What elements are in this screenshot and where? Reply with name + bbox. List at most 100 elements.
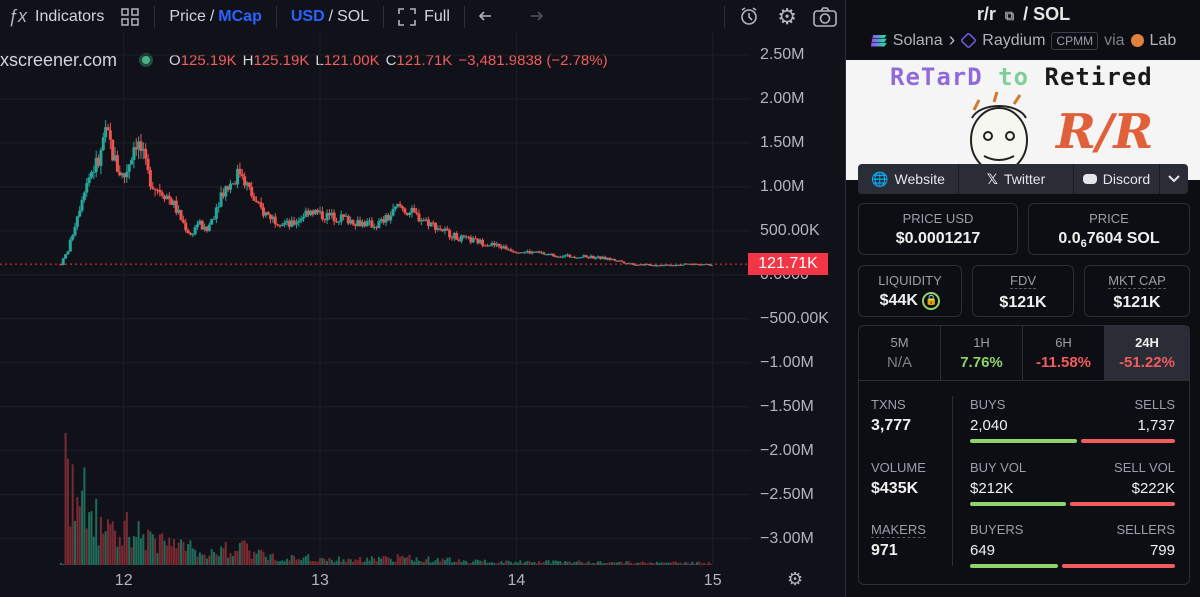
twitter-link[interactable]: 𝕏 Twitter bbox=[959, 164, 1074, 194]
volume-bar bbox=[132, 535, 135, 565]
mcap-option[interactable]: MCap bbox=[218, 7, 262, 25]
volume-bar bbox=[328, 557, 331, 565]
tab-6h[interactable]: 6H -11.58% bbox=[1023, 326, 1105, 381]
candle-body bbox=[104, 127, 108, 138]
volume-bar bbox=[333, 562, 336, 565]
candle-body bbox=[165, 195, 169, 200]
candle-body bbox=[429, 222, 433, 227]
candle-body bbox=[638, 264, 642, 266]
volume-bar bbox=[658, 562, 661, 565]
candle-body bbox=[264, 212, 268, 216]
candle-body bbox=[356, 220, 360, 226]
volume-bar bbox=[102, 533, 105, 565]
volume-bar bbox=[516, 562, 519, 565]
candle-body bbox=[530, 251, 534, 254]
candle-body bbox=[485, 245, 489, 247]
tab-change-value: 7.76% bbox=[960, 354, 1003, 371]
market-cap-box: MKT CAP $121K bbox=[1084, 265, 1190, 317]
volume-bar bbox=[500, 560, 503, 565]
volume-bar bbox=[368, 560, 371, 565]
candle-body bbox=[299, 218, 303, 221]
tab-24h[interactable]: 24H -51.22% bbox=[1105, 326, 1189, 381]
volume-bar bbox=[276, 561, 279, 565]
volume-bar bbox=[549, 563, 552, 565]
candle-body bbox=[318, 211, 322, 213]
alert-button[interactable] bbox=[731, 0, 769, 33]
currency-toggle[interactable]: USD / SOL bbox=[283, 0, 377, 33]
website-link[interactable]: 🌐 Website bbox=[858, 164, 959, 194]
volume-bar bbox=[688, 563, 691, 565]
volume-bar bbox=[208, 555, 211, 565]
sells-bar bbox=[1081, 439, 1175, 443]
candle-body bbox=[405, 212, 409, 215]
screenshot-button[interactable] bbox=[805, 0, 845, 33]
sol-option[interactable]: SOL bbox=[337, 7, 370, 25]
candle-body bbox=[290, 220, 294, 227]
change-value: −3,481.9838 (−2.78%) bbox=[458, 51, 608, 69]
candle-body bbox=[620, 260, 624, 262]
copy-icon[interactable]: ⧉ bbox=[1004, 8, 1015, 23]
candle-body bbox=[210, 219, 214, 225]
volume-bar bbox=[458, 559, 461, 565]
candle-body bbox=[349, 219, 353, 224]
tab-1h[interactable]: 1H 7.76% bbox=[941, 326, 1023, 381]
candle-body bbox=[118, 171, 122, 176]
candle-body bbox=[396, 204, 400, 207]
indicators-button[interactable]: ƒx Indicators bbox=[0, 0, 112, 33]
launchpad-name[interactable]: Lab bbox=[1149, 31, 1177, 49]
candle-body bbox=[261, 207, 265, 216]
price-axis[interactable]: 2.50M2.00M1.50M1.00M500.00K0.0000−500.00… bbox=[750, 33, 845, 565]
camera-icon bbox=[813, 6, 837, 27]
volume-bar bbox=[613, 562, 616, 565]
candle-body bbox=[457, 239, 461, 242]
candle-body bbox=[127, 164, 131, 172]
layout-grid-button[interactable] bbox=[112, 0, 148, 33]
settings-button[interactable]: ⚙ bbox=[769, 0, 805, 33]
lock-icon: 🔒 bbox=[922, 292, 941, 310]
volume-bar bbox=[672, 561, 675, 565]
candle-body bbox=[207, 224, 211, 231]
chain-name[interactable]: Solana bbox=[892, 31, 943, 49]
discord-link[interactable]: Discord bbox=[1074, 164, 1160, 194]
volume-bar bbox=[203, 554, 206, 565]
twitter-label: Twitter bbox=[1004, 171, 1046, 187]
price-option[interactable]: Price bbox=[169, 7, 206, 25]
fdv-label: FDV bbox=[1010, 273, 1036, 289]
dex-name[interactable]: Raydium bbox=[982, 31, 1046, 49]
volume-bar bbox=[578, 560, 581, 565]
volume-bar bbox=[224, 541, 227, 565]
price-mcap-toggle[interactable]: Price / MCap bbox=[161, 0, 269, 33]
redo-button[interactable] bbox=[515, 0, 551, 33]
volume-bar bbox=[648, 562, 651, 565]
current-price-tag: 121.71K bbox=[748, 253, 828, 276]
volume-bar bbox=[622, 563, 625, 565]
candle-body bbox=[174, 200, 178, 213]
volume-bar bbox=[399, 556, 402, 565]
price-chart[interactable] bbox=[0, 33, 750, 565]
buyers-bar bbox=[970, 564, 1058, 568]
volume-bar bbox=[653, 563, 656, 565]
candle-body bbox=[403, 208, 407, 213]
axis-settings-icon[interactable]: ⚙ bbox=[787, 569, 804, 589]
candle-body bbox=[516, 252, 520, 254]
candle-body bbox=[283, 222, 287, 225]
undo-button[interactable] bbox=[471, 0, 507, 33]
volume-bar bbox=[526, 560, 529, 565]
usd-option[interactable]: USD bbox=[290, 7, 325, 25]
fullscreen-button[interactable]: Full bbox=[390, 0, 458, 33]
candle-body bbox=[448, 230, 452, 238]
volume-bar bbox=[634, 563, 637, 565]
volume-bar bbox=[670, 562, 673, 565]
volume-bar bbox=[707, 561, 710, 565]
tab-5m[interactable]: 5M N/A bbox=[859, 326, 941, 381]
candle-body bbox=[589, 255, 593, 259]
candle-body bbox=[179, 210, 183, 220]
candle-body bbox=[280, 224, 284, 227]
volume-bar bbox=[528, 561, 531, 565]
liquidity-label: LIQUIDITY bbox=[878, 273, 942, 288]
more-links-button[interactable] bbox=[1160, 164, 1188, 194]
volume-bar bbox=[283, 561, 286, 565]
volume-bar bbox=[481, 561, 484, 565]
candle-body bbox=[73, 226, 77, 236]
time-axis[interactable]: ⚙ 12 13 14 15 bbox=[0, 565, 845, 597]
